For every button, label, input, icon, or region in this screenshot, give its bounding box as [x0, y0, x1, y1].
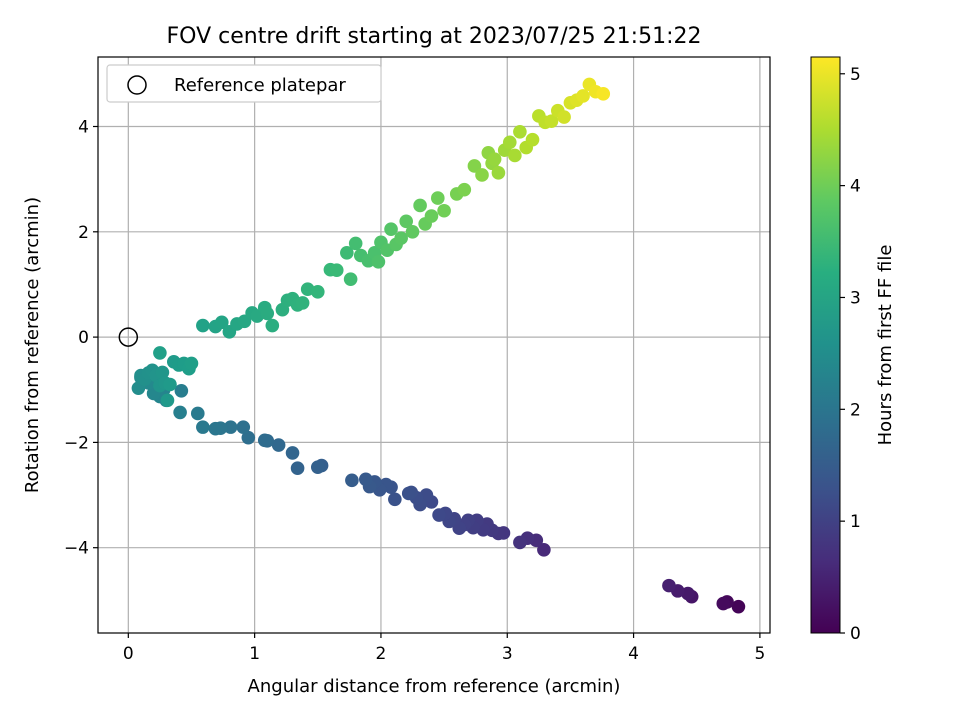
data-point: [265, 318, 280, 333]
data-point: [401, 486, 416, 501]
y-axis-ticks: −4 −2 0 2 4: [64, 117, 98, 559]
data-point: [260, 306, 275, 321]
x-tick-label: 5: [754, 644, 765, 664]
data-point: [394, 231, 408, 245]
data-point: [424, 209, 439, 223]
data-point: [241, 430, 256, 445]
colorbar-label: Hours from first FF file: [875, 245, 896, 446]
data-point: [544, 114, 559, 129]
data-point: [196, 318, 210, 333]
y-tick-label: 2: [78, 223, 89, 243]
x-tick-label: 0: [123, 644, 134, 664]
legend: Reference platepar: [106, 64, 382, 103]
y-tick-label: −2: [64, 433, 89, 453]
colorbar-tick-label: 0: [850, 624, 861, 644]
legend-marker-icon: [127, 75, 147, 95]
data-point: [384, 222, 398, 236]
data-point: [437, 203, 451, 218]
x-tick-label: 2: [376, 644, 387, 664]
data-point: [525, 132, 540, 147]
data-point: [236, 420, 251, 434]
x-axis-label: Angular distance from reference (arcmin): [248, 676, 621, 697]
data-point: [413, 198, 427, 213]
colorbar-tick-label: 2: [850, 400, 861, 420]
data-point: [290, 461, 305, 476]
chart-title: FOV centre drift starting at 2023/07/25 …: [167, 24, 702, 49]
data-point: [358, 472, 373, 487]
data-point: [467, 159, 482, 173]
plot-frame: [97, 56, 771, 634]
data-point: [457, 182, 472, 197]
colorbar: [810, 56, 841, 634]
data-point: [196, 420, 210, 434]
data-point: [513, 124, 527, 139]
data-point: [163, 377, 177, 392]
data-point: [174, 384, 189, 398]
colorbar-ticks: 0 1 2 3 4 5: [840, 65, 861, 644]
data-point: [596, 87, 611, 101]
reference-platepar-marker: [118, 327, 139, 347]
x-tick-label: 4: [628, 644, 639, 664]
data-point: [153, 346, 167, 360]
x-axis-ticks: 0 1 2 3 4 5: [123, 633, 765, 664]
colorbar-tick-label: 3: [850, 288, 861, 308]
grid-lines: [98, 57, 770, 633]
data-point: [388, 492, 402, 507]
data-point: [405, 225, 420, 239]
x-tick-label: 1: [249, 644, 260, 664]
data-point: [184, 356, 199, 371]
data-point: [430, 191, 445, 205]
data-point: [371, 255, 386, 269]
data-point: [662, 578, 676, 593]
data-point: [214, 315, 229, 330]
data-point: [190, 406, 205, 421]
data-point: [491, 166, 506, 180]
data-point: [285, 446, 300, 460]
data-point: [502, 135, 517, 150]
data-point: [310, 460, 325, 474]
y-tick-label: 0: [78, 328, 89, 348]
data-point: [537, 543, 551, 557]
colorbar-tick-label: 5: [850, 65, 861, 85]
data-point: [345, 473, 359, 488]
data-point: [432, 508, 446, 522]
data-point: [173, 405, 187, 420]
data-point: [475, 168, 489, 182]
x-tick-label: 3: [502, 644, 513, 664]
data-point: [487, 152, 502, 166]
data-point: [208, 421, 223, 436]
colorbar-tick-label: 1: [850, 512, 861, 532]
data-points: [131, 77, 746, 614]
data-point: [329, 263, 344, 278]
data-point: [223, 420, 238, 434]
data-point: [310, 285, 325, 299]
legend-label: Reference platepar: [174, 75, 346, 96]
colorbar-tick-label: 4: [850, 177, 861, 197]
data-point: [348, 236, 363, 251]
data-point: [340, 246, 354, 260]
data-point: [513, 535, 527, 550]
y-tick-label: 4: [78, 117, 89, 137]
data-point: [557, 110, 571, 124]
data-point: [576, 89, 590, 103]
data-point: [343, 272, 358, 286]
y-axis-label: Rotation from reference (arcmin): [22, 197, 43, 493]
data-point: [160, 393, 175, 408]
data-point: [155, 365, 170, 380]
data-point: [271, 438, 286, 452]
data-point: [508, 148, 522, 163]
data-point: [716, 596, 731, 611]
data-point: [399, 214, 414, 229]
y-tick-label: −4: [64, 539, 89, 559]
data-point: [295, 296, 310, 310]
legend-box: [106, 64, 382, 103]
data-point: [731, 599, 746, 614]
data-point: [257, 433, 272, 448]
